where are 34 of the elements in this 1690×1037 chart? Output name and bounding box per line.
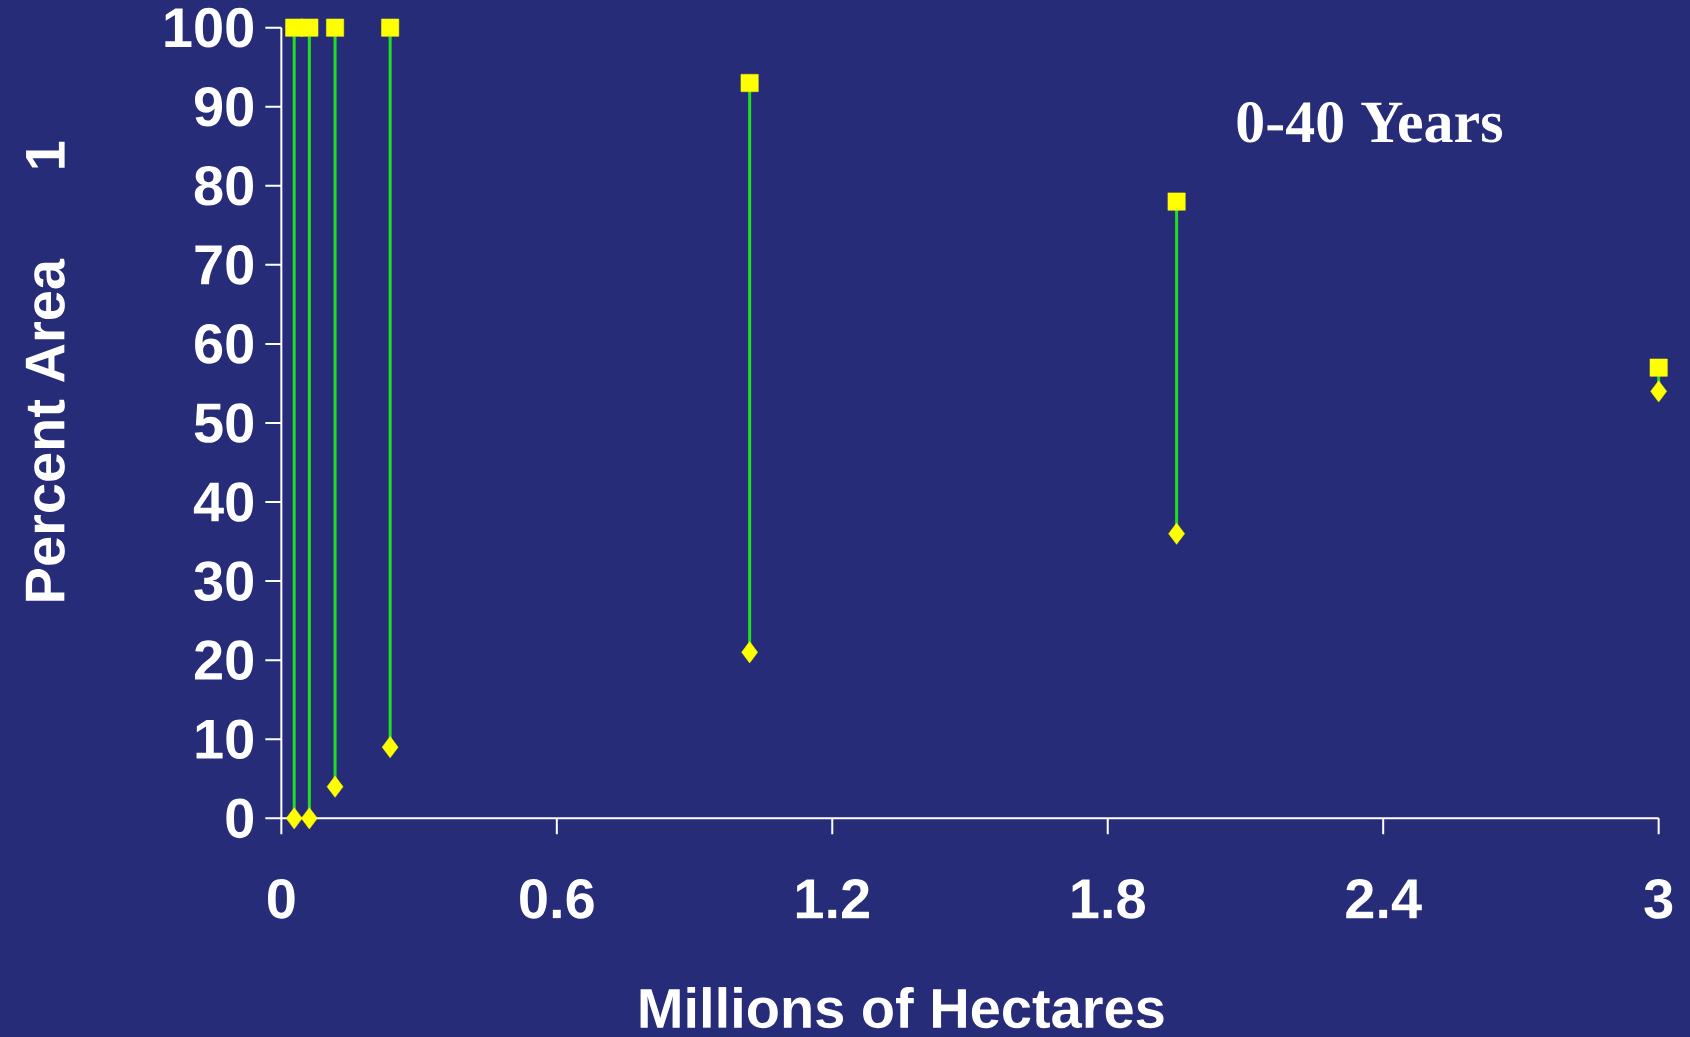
point — [326, 775, 344, 798]
x-tick-label: 3 — [1644, 879, 1673, 919]
x-tick-label: 2.4 — [1346, 879, 1422, 919]
y-tick-label: 60 — [195, 324, 253, 364]
x-tick-label: 0 — [267, 879, 295, 919]
point — [1650, 380, 1667, 403]
point — [381, 18, 400, 37]
x-tick-label: 1.8 — [1072, 879, 1145, 919]
point — [381, 736, 399, 759]
point — [285, 807, 303, 830]
y-tick-label: 70 — [195, 245, 253, 285]
y-tick-label: 20 — [194, 640, 253, 681]
text: 0-40 Years — [1237, 102, 1503, 143]
y-axis-title: Percent Area — [25, 258, 65, 601]
point — [1168, 522, 1185, 545]
point — [301, 807, 318, 830]
x-axis-title: Millions of Hectares — [640, 987, 1164, 1029]
point — [300, 18, 319, 37]
y-tick-label: 50 — [194, 403, 253, 443]
point — [740, 74, 759, 92]
point — [326, 18, 344, 37]
text: 1 — [26, 141, 65, 168]
x-tick-label: 1.2 — [796, 879, 869, 919]
point — [741, 641, 758, 664]
y-tick-label: 30 — [194, 561, 253, 601]
y-tick-label: 100 — [165, 7, 253, 48]
point — [1167, 192, 1186, 211]
y-tick-label: 0 — [226, 798, 254, 839]
y-tick-label: 40 — [193, 482, 253, 522]
x-tick-label: 0.6 — [520, 879, 594, 919]
y-tick-label: 80 — [194, 165, 253, 206]
y-tick-label: 10 — [196, 719, 253, 760]
point — [1649, 358, 1668, 377]
y-tick-label: 90 — [194, 86, 253, 127]
